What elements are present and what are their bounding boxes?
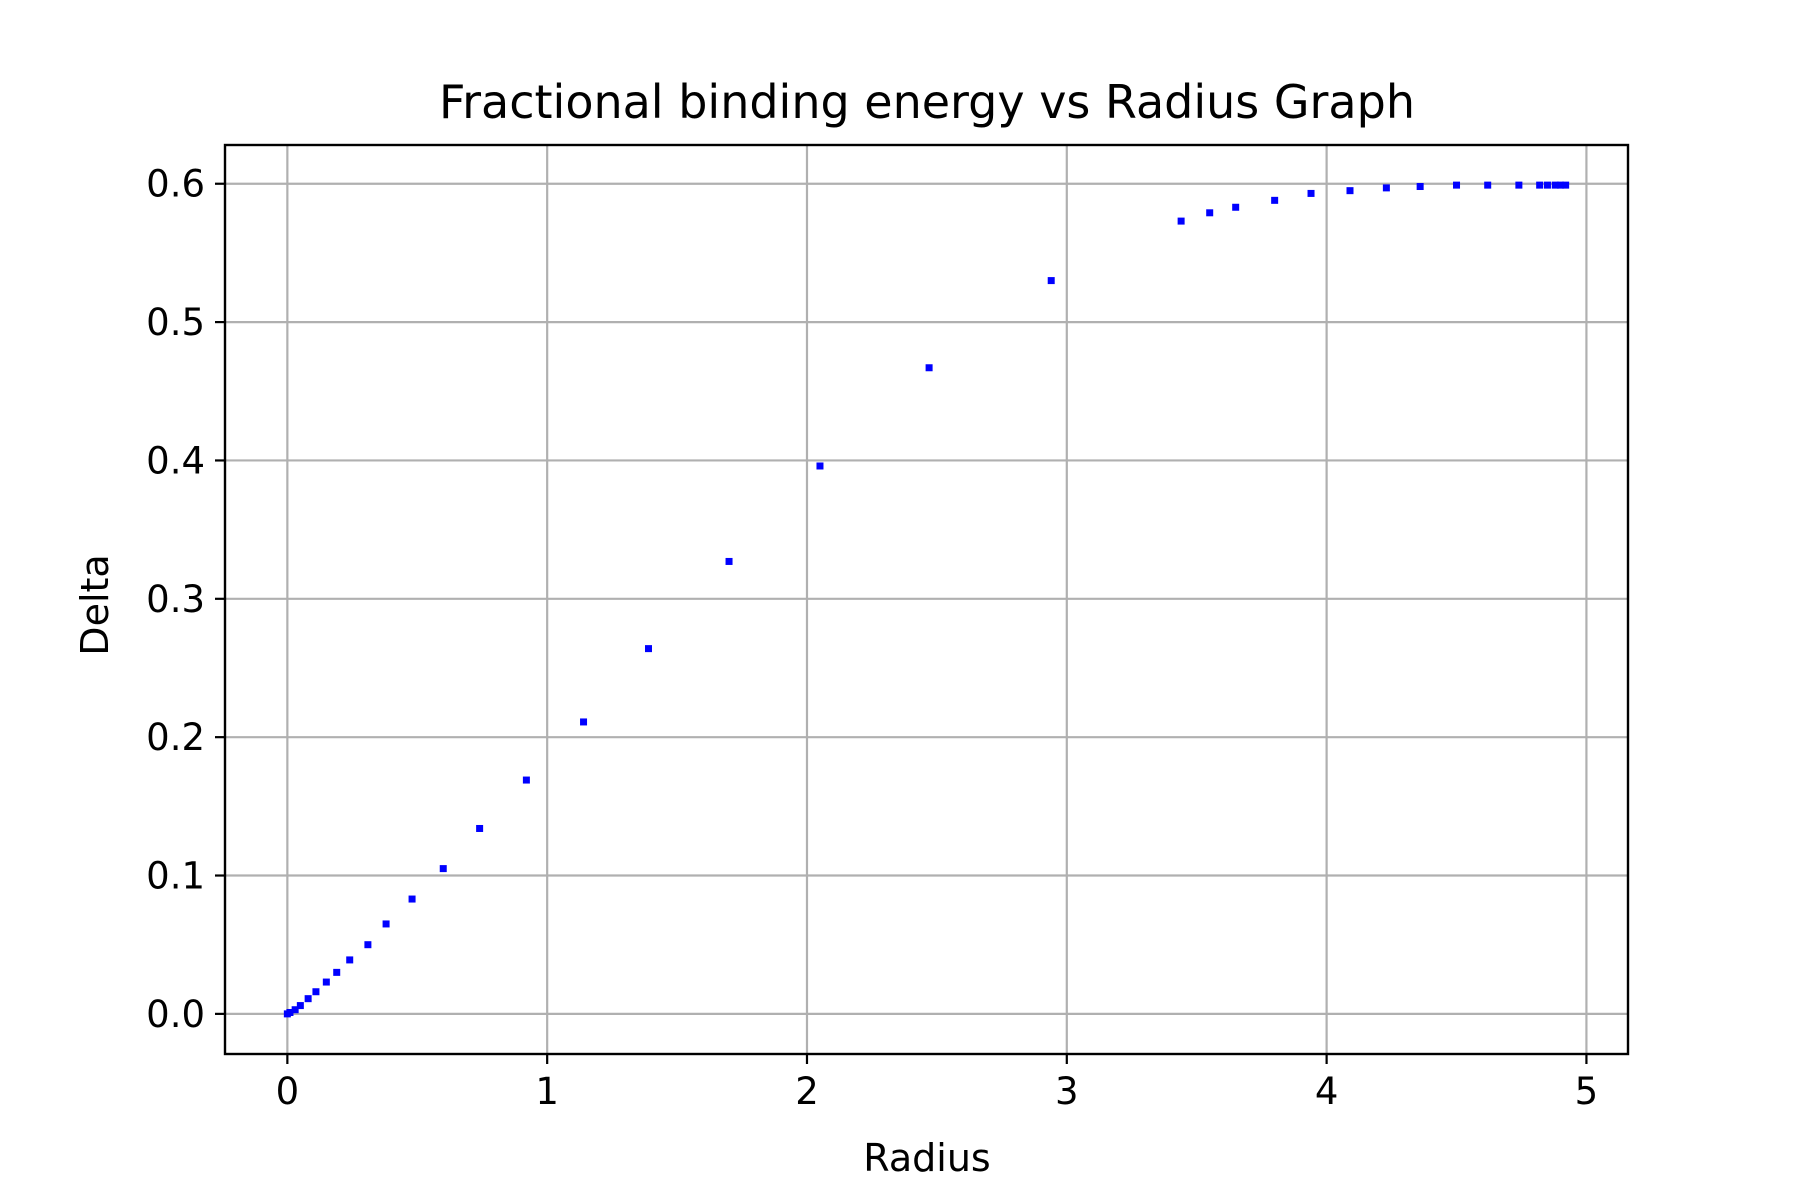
data-point [522, 776, 530, 784]
data-point [925, 364, 933, 372]
data-point [1047, 277, 1055, 285]
y-tick-label: 0.0 [146, 993, 205, 1036]
y-tick-label: 0.4 [146, 439, 205, 482]
data-point [1515, 181, 1523, 189]
x-tick-label: 3 [1055, 1070, 1079, 1113]
data-point [322, 978, 330, 986]
data-point [304, 995, 312, 1003]
data-point [364, 941, 372, 949]
chart-title: Fractional binding energy vs Radius Grap… [439, 75, 1415, 129]
data-point [312, 988, 320, 996]
data-point [1307, 189, 1315, 197]
data-point [286, 1008, 294, 1016]
data-point [333, 968, 341, 976]
data-point [1346, 187, 1354, 195]
data-point [439, 865, 447, 873]
data-points [283, 181, 1570, 1018]
y-tick-label: 0.5 [146, 301, 205, 344]
data-point [1453, 181, 1461, 189]
data-point [346, 956, 354, 964]
data-point [725, 557, 733, 565]
y-tick-label: 0.3 [146, 578, 205, 621]
data-point [291, 1006, 299, 1014]
x-tick-label: 1 [535, 1070, 559, 1113]
data-point [1382, 184, 1390, 192]
y-tick-label: 0.2 [146, 716, 205, 759]
data-point [1271, 196, 1279, 204]
y-tick-label: 0.6 [146, 163, 205, 206]
data-point [816, 462, 824, 470]
data-point [644, 645, 652, 653]
data-point [1177, 217, 1185, 225]
y-axis-label: Delta [73, 554, 117, 655]
data-point [296, 1002, 304, 1010]
y-tick-label: 0.1 [146, 855, 205, 898]
x-tick-label: 2 [795, 1070, 819, 1113]
data-point [408, 895, 416, 903]
data-point [580, 718, 588, 726]
data-point [1484, 181, 1492, 189]
x-tick-label: 4 [1315, 1070, 1339, 1113]
data-point [1562, 181, 1570, 189]
data-point [1556, 181, 1564, 189]
plot-frame [223, 143, 1630, 1056]
x-axis-label: Radius [863, 1136, 990, 1180]
x-tick-label: 0 [276, 1070, 300, 1113]
grid-lines [225, 145, 1628, 1054]
data-point [1543, 181, 1551, 189]
data-point [1232, 203, 1240, 211]
data-point [382, 920, 390, 928]
data-point [1416, 183, 1424, 191]
axis-ticks: 0 1 2 3 4 5 0.0 0.1 0.2 0.3 0.4 0.5 0.6 [146, 163, 1598, 1113]
data-point [1536, 181, 1544, 189]
x-tick-label: 5 [1575, 1070, 1599, 1113]
data-point [1206, 209, 1214, 217]
data-point [476, 824, 484, 832]
data-point [1551, 181, 1559, 189]
